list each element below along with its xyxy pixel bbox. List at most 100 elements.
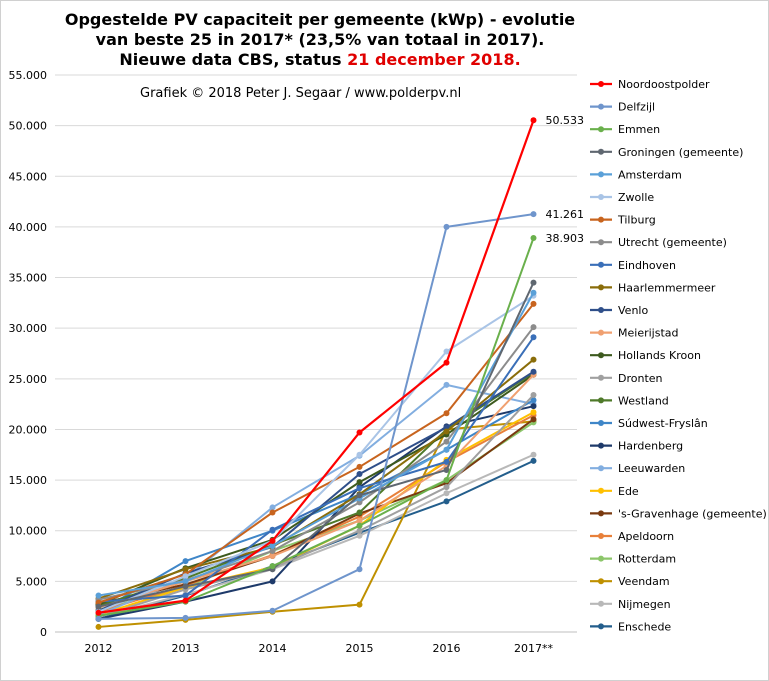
x-tick-label: 2014 (259, 642, 287, 655)
data-point (443, 438, 450, 445)
y-tick-label: 50.000 (9, 120, 48, 133)
data-point (530, 211, 537, 218)
legend-label: 's-Gravenhage (gemeente) (618, 507, 767, 520)
legend-item: Venlo (590, 304, 648, 317)
y-tick-label: 40.000 (9, 221, 48, 234)
x-tick-label: 2016 (433, 642, 461, 655)
data-point (269, 607, 276, 614)
data-point (182, 573, 189, 580)
legend-label: Enschede (618, 620, 671, 633)
legend-item: Utrecht (gemeente) (590, 236, 727, 249)
data-point (443, 498, 450, 505)
legend-label: Westland (618, 394, 669, 407)
data-point (95, 615, 102, 622)
data-point (443, 484, 450, 491)
y-tick-label: 35.000 (9, 272, 48, 285)
legend-item: Noordoostpolder (590, 78, 710, 91)
data-point (530, 368, 537, 375)
series-groningen-gemeente- (95, 279, 537, 610)
data-point (530, 416, 537, 423)
data-point (356, 463, 363, 470)
series-delfzijl (95, 211, 537, 622)
data-point (356, 527, 363, 534)
legend-marker (598, 352, 604, 359)
data-point (530, 397, 537, 404)
legend-label: Zwolle (618, 191, 654, 204)
legend-marker (598, 600, 604, 607)
legend-marker (598, 284, 604, 291)
data-point (182, 583, 189, 590)
legend-marker (598, 239, 604, 246)
data-point (356, 479, 363, 486)
legend-label: Tilburg (617, 214, 656, 227)
legend-label: Dronten (618, 372, 663, 385)
data-point (356, 532, 363, 539)
legend-marker (598, 374, 604, 381)
series-line (98, 420, 534, 628)
data-point (95, 609, 102, 616)
legend-marker (598, 126, 604, 133)
legend-item: Emmen (590, 123, 660, 136)
data-point (443, 490, 450, 497)
legend-marker (598, 261, 604, 268)
data-point (443, 223, 450, 230)
series-line (98, 119, 535, 614)
data-point (269, 578, 276, 585)
series-emmen (95, 235, 537, 619)
data-label: 50.533 (546, 114, 585, 127)
y-tick-label: 20.000 (9, 423, 48, 436)
legend-marker (598, 81, 604, 87)
legend-label: Delfzijl (618, 101, 655, 114)
legend-marker (598, 555, 604, 562)
data-point (530, 117, 537, 124)
data-point (269, 553, 276, 560)
y-tick-label: 5.000 (16, 575, 48, 588)
data-point (443, 410, 450, 417)
title-line-2: van beste 25 in 2017* (23,5% van totaal … (95, 30, 545, 49)
data-point (95, 603, 102, 610)
data-point (530, 392, 537, 399)
data-point (530, 457, 537, 464)
data-point (530, 451, 537, 458)
x-tick-label: 2017** (514, 642, 553, 655)
legend-item: Zwolle (590, 191, 654, 204)
legend-label: Emmen (618, 123, 660, 136)
legend-item: Apeldoorn (590, 530, 674, 543)
chart-credit: Grafiek © 2018 Peter J. Segaar / www.pol… (140, 86, 462, 101)
series-eindhoven (95, 334, 537, 605)
legend-item: Westland (590, 394, 669, 407)
title-date-highlight: 21 december 2018. (347, 50, 521, 69)
legend-item: Groningen (gemeente) (590, 146, 743, 159)
legend-label: Leeuwarden (618, 462, 685, 475)
series-line (98, 358, 535, 600)
data-point (269, 526, 276, 533)
legend-label: Haarlemmermeer (618, 281, 716, 294)
legend-marker (598, 148, 604, 155)
series-line (98, 374, 535, 609)
data-point (443, 458, 450, 465)
x-axis-ticks: 2012 2013 2014 2015 2016 2017** (85, 642, 554, 655)
legend-marker (598, 510, 604, 517)
chart-title: Opgestelde PV capaciteit per gemeente (k… (40, 10, 600, 70)
legend-label: Eindhoven (618, 259, 676, 272)
legend-item: Hardenberg (590, 440, 683, 453)
data-point (95, 592, 102, 599)
legend-label: Ede (618, 485, 639, 498)
legend-label: Súdwest-Fryslân (618, 417, 708, 430)
data-point (269, 563, 276, 570)
data-point (443, 381, 450, 388)
data-point (443, 348, 450, 355)
legend-label: Venlo (618, 304, 648, 317)
legend-marker (598, 194, 604, 200)
legend-label: Meierijstad (618, 327, 678, 340)
legend-label: Nijmegen (618, 598, 671, 611)
legend-marker (598, 420, 604, 426)
y-tick-label: 45.000 (9, 170, 48, 183)
series-zwolle (95, 292, 537, 615)
legend-item: Veendam (590, 575, 670, 588)
data-point (269, 537, 276, 544)
data-point (443, 446, 450, 453)
data-point (182, 566, 189, 573)
series-line (98, 237, 535, 617)
